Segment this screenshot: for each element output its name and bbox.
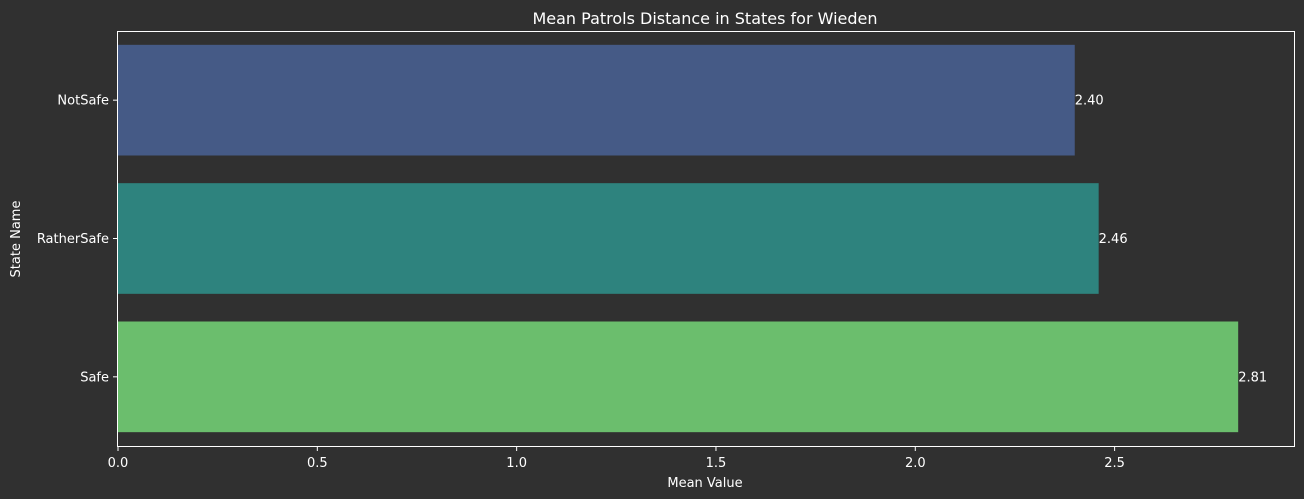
value-label-rathersafe: 2.46 [1099, 232, 1128, 247]
x-axis: 0.0 0.5 1.0 1.5 2.0 2.5 [108, 446, 1125, 471]
value-label-safe: 2.81 [1238, 370, 1267, 385]
y-axis-label: State Name [9, 201, 24, 278]
bar-rathersafe [118, 183, 1099, 294]
y-axis: NotSafe RatherSafe Safe [37, 94, 118, 385]
y-tick-label-safe: Safe [80, 370, 109, 385]
x-axis-label: Mean Value [667, 476, 742, 491]
x-tick-label: 1.0 [506, 456, 527, 471]
bars-layer: 2.40 2.46 2.81 [118, 44, 1267, 433]
x-tick-label: 2.0 [905, 456, 926, 471]
x-tick-label: 1.5 [706, 456, 727, 471]
chart-title: Mean Patrols Distance in States for Wied… [532, 9, 877, 28]
y-tick-label-rathersafe: RatherSafe [37, 232, 109, 247]
bar-safe [118, 321, 1239, 433]
value-label-notsafe: 2.40 [1075, 94, 1104, 109]
bar-notsafe [118, 44, 1075, 156]
x-tick-label: 0.0 [108, 456, 129, 471]
x-tick-label: 2.5 [1104, 456, 1125, 471]
x-tick-label: 0.5 [307, 456, 328, 471]
y-tick-label-notsafe: NotSafe [57, 94, 109, 109]
